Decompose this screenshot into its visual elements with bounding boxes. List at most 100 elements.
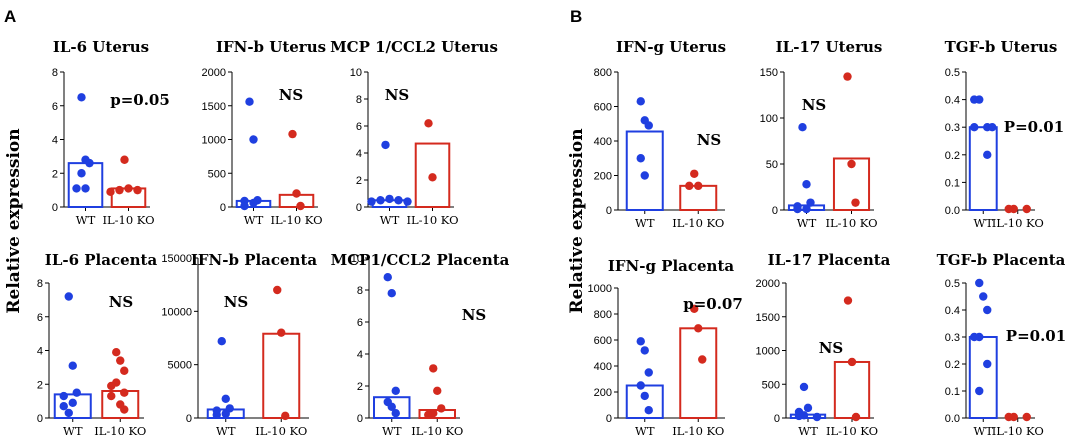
data-point-wt [72, 388, 81, 397]
data-point-il10ko [847, 159, 856, 169]
panel-title: MCP 1/CCL2 Uterus [330, 38, 498, 56]
panel-title: MCP1/CCL2 Placenta [331, 251, 510, 269]
significance-annotation: NS [802, 96, 827, 114]
data-point-il10ko [843, 72, 852, 81]
y-tick-label: 4 [356, 148, 362, 160]
y-tick-label: 2 [37, 379, 43, 391]
data-point-wt [72, 184, 81, 193]
data-point-il10ko [107, 381, 116, 391]
bar-wt [625, 130, 664, 211]
panel-title: IL-6 Uterus [53, 38, 149, 56]
chart-panel-3: MCP 1/CCL2 Uterus 0 2 4 6 8 10 WT IL-10 KO NS [330, 38, 498, 227]
data-point-il10ko [120, 366, 129, 375]
x-tick-label: IL-10 KO [672, 424, 724, 438]
data-point-wt [806, 198, 815, 207]
data-point-wt [85, 158, 94, 168]
y-tick-label: 500 [208, 168, 226, 180]
y-tick-label: 2 [356, 175, 362, 187]
y-tick-label: 0 [220, 202, 226, 214]
y-tick-label: 0 [606, 205, 612, 217]
x-tick-label: IL-10 KO [102, 213, 154, 227]
chart-panel-5: IFN-b Placenta 0 5000 10000 15000 WT IL-10 KO N… [161, 251, 317, 438]
data-point-il10ko [847, 357, 857, 367]
bar-il10ko [262, 332, 301, 420]
data-point-wt [381, 140, 390, 150]
significance-annotation: NS [697, 131, 722, 149]
data-point-il10ko [115, 185, 124, 195]
y-tick-label: 5000 [168, 360, 192, 372]
chart-panel-1: IL-6 Uterus 0 2 4 6 8 WT IL-10 KO p=0.05 [52, 38, 170, 227]
y-tick-label: 0.5 [945, 67, 960, 79]
y-tick-label: 8 [356, 94, 362, 106]
y-tick-label: 100 [760, 113, 778, 125]
y-tick-label: 800 [594, 309, 612, 321]
data-point-il10ko [112, 347, 121, 357]
data-point-wt [983, 305, 992, 315]
data-point-il10ko [843, 296, 853, 305]
y-tick-label: 4 [37, 346, 43, 358]
x-tick-label: WT [974, 216, 994, 230]
x-tick-label: WT [63, 424, 83, 438]
data-point-wt [793, 204, 802, 214]
panel-title: IFN-b Placenta [191, 251, 318, 269]
data-point-il10ko [116, 356, 125, 365]
data-point-wt [64, 292, 73, 301]
y-tick-label: 0 [772, 205, 778, 217]
data-point-wt [68, 398, 77, 408]
chart-panel-8: IL-17 Uterus 0 50 100 150 WT IL-10 KO NS [760, 38, 883, 230]
data-point-wt [394, 196, 403, 205]
data-point-il10ko [124, 184, 133, 193]
x-tick-label: IL-10 KO [672, 216, 724, 230]
y-axis-label-b: Relative expression [567, 128, 587, 313]
y-tick-label: 0 [52, 202, 58, 214]
data-point-wt [383, 273, 392, 282]
data-point-il10ko [120, 405, 129, 414]
data-point-wt [794, 411, 804, 421]
data-point-il10ko [281, 411, 290, 421]
data-point-wt [644, 368, 653, 377]
data-point-wt [77, 93, 86, 102]
y-tick-label: 15000 [161, 253, 192, 265]
panel-title: IL-17 Uterus [776, 38, 883, 56]
data-point-il10ko [292, 189, 301, 198]
y-tick-label: 0.3 [945, 122, 960, 134]
data-point-il10ko [694, 181, 703, 191]
data-point-wt [640, 346, 649, 355]
data-point-il10ko [120, 388, 129, 397]
data-point-wt [970, 123, 979, 132]
data-point-wt [387, 289, 396, 298]
chart-panel-10: IFN-g Placenta 0 200 400 600 800 1000 WT IL-10 K… [588, 257, 743, 438]
data-point-il10ko [1022, 204, 1031, 214]
data-point-il10ko [106, 187, 115, 197]
data-point-wt [640, 391, 649, 401]
data-point-il10ko [851, 198, 860, 207]
y-axis-label-a: Relative expression [4, 128, 24, 313]
panel-title: TGF-b Uterus [945, 38, 1058, 56]
data-point-il10ko [851, 412, 861, 422]
data-point-il10ko [277, 328, 286, 337]
data-point-wt [983, 359, 992, 369]
x-tick-label: WT [797, 216, 817, 230]
data-point-wt [391, 386, 400, 395]
x-tick-label: WT [798, 424, 818, 438]
data-point-wt [77, 169, 86, 178]
y-tick-label: 8 [37, 278, 43, 290]
bar-il10ko [414, 142, 451, 209]
y-tick-label: 0 [774, 413, 780, 425]
y-tick-label: 0.2 [945, 359, 960, 371]
x-tick-label: WT [380, 213, 400, 227]
data-point-il10ko [685, 181, 694, 191]
y-tick-label: 8 [52, 67, 58, 79]
data-point-wt [59, 401, 68, 411]
data-point-wt [636, 154, 645, 163]
y-tick-label: 400 [594, 361, 612, 373]
y-tick-label: 8 [357, 285, 363, 297]
x-tick-label: IL-10 KO [411, 424, 463, 438]
data-point-wt [68, 361, 77, 370]
data-point-il10ko [428, 173, 437, 182]
y-tick-label: 0 [606, 413, 612, 425]
y-tick-label: 0.1 [945, 386, 960, 398]
chart-panel-4: IL-6 Placenta 0 2 4 6 8 WT IL-10 KO NS [37, 251, 158, 438]
y-tick-label: 200 [594, 171, 612, 183]
